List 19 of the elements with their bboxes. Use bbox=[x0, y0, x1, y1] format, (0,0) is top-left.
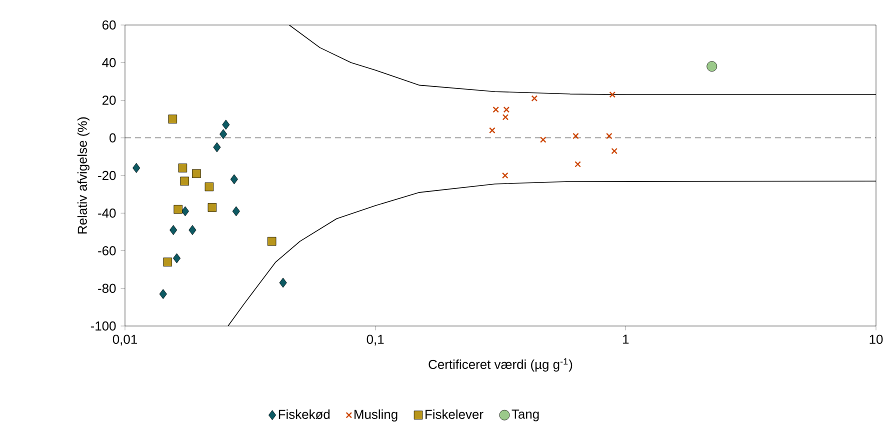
y-tick-label: 60 bbox=[102, 20, 116, 30]
y-tick-label: 20 bbox=[102, 96, 116, 105]
y-axis-title: Relativ afvigelse (%) bbox=[77, 117, 90, 234]
y-tick-label: 0 bbox=[110, 133, 116, 142]
x-tick-label: 0,1 bbox=[366, 334, 384, 346]
x-tick-label: 1 bbox=[623, 334, 629, 344]
y-tick-label: -100 bbox=[90, 321, 116, 331]
y-tick-label: -80 bbox=[98, 284, 116, 293]
legend-label: Tang bbox=[512, 410, 539, 422]
x-tick-label: 10 bbox=[870, 334, 883, 344]
y-tick-label: 40 bbox=[102, 58, 116, 68]
legend-label: Fiskelever bbox=[426, 409, 484, 419]
legend-label: Fiskekød bbox=[278, 409, 330, 420]
x-axis-title: Certificeret værdi (µg g$^{-1}$) bbox=[428, 358, 572, 372]
legend-label: Musling bbox=[354, 409, 398, 422]
x-tick-label: 0,01 bbox=[112, 334, 137, 346]
y-tick-label: -20 bbox=[98, 170, 116, 180]
y-tick-label: -60 bbox=[98, 246, 116, 256]
y-tick-label: -40 bbox=[98, 208, 116, 218]
